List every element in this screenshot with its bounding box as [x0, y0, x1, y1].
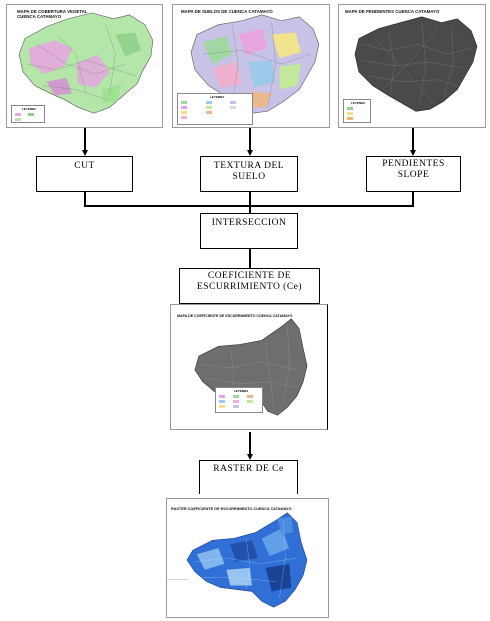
legend-swatch [347, 112, 353, 115]
vegetation-map-graphic [18, 12, 154, 114]
soil-legend-title: LEYENDA [210, 95, 225, 99]
slope-map-title: MAPA DE PENDIENTES CUENCA CATAMAYO [345, 9, 440, 14]
soil-map-graphic [190, 14, 320, 114]
legend-swatch [206, 106, 212, 109]
slopes-label: PENDIENTES [382, 159, 445, 169]
runoff-raster-map: RASTER COEFICIENTE DE ESCURRIMIENTO CUEN… [166, 498, 329, 618]
connector-cut-down [84, 192, 86, 206]
runoff-coefficient-label-2: ESCURRIMIENTO (Ce) [196, 282, 303, 292]
legend-swatch [233, 395, 239, 398]
intersection-box: INTERSECCION [200, 213, 298, 249]
vegetation-cover-map: MAPA DE COBERTURA VEGETAL CUENCA CATAMAY… [6, 4, 163, 128]
legend-swatch [15, 113, 21, 116]
arrow-shaft-texture [249, 128, 251, 152]
vegetation-legend: LEYENDA [11, 105, 45, 123]
raster-map-graphic [167, 512, 308, 608]
legend-swatch [15, 118, 21, 121]
runoff-map-title: MAPA DE COEFICIENTE DE ESCURRIMIENTO CUE… [177, 314, 293, 318]
legend-swatch [219, 395, 225, 398]
legend-swatch [233, 405, 239, 408]
legend-swatch [247, 400, 253, 403]
intersection-label: INTERSECCION [211, 218, 287, 228]
runoff-coefficient-map: MAPA DE COEFICIENTE DE ESCURRIMIENTO CUE… [170, 304, 328, 430]
slope-legend: LEYENDA [343, 99, 371, 123]
soil-map: MAPA DE SUELOS DE CUENCA CATAMAYO LEYEND… [172, 4, 330, 128]
connector-horizontal [84, 205, 414, 207]
slope-map-graphic [354, 16, 478, 112]
connector-slopes-down [412, 192, 414, 206]
legend-swatch [230, 106, 236, 109]
cut-label: CUT [74, 161, 95, 171]
connector-intersection-coef [249, 249, 251, 269]
vegetation-legend-title: LEYENDA [22, 107, 37, 111]
runoff-coefficient-box: COEFICIENTE DE ESCURRIMIENTO (Ce) [179, 268, 320, 304]
arrow-head-raster [246, 454, 253, 460]
vegetation-map-title: MAPA DE COBERTURA VEGETAL CUENCA CATAMAY… [17, 9, 88, 19]
legend-swatch [247, 395, 253, 398]
raster-label: RASTER DE Ce [213, 464, 284, 474]
soil-texture-label: TEXTURA DEL SUELO [213, 161, 285, 182]
legend-swatch [181, 111, 187, 114]
arrow-shaft-slopes [412, 128, 414, 152]
legend-swatch [347, 107, 353, 110]
legend-swatch [28, 113, 34, 116]
legend-swatch [181, 106, 187, 109]
cut-box: CUT [36, 156, 133, 192]
arrow-head-texture [246, 150, 253, 156]
raster-map-title: RASTER COEFICIENTE DE ESCURRIMIENTO CUEN… [171, 507, 292, 511]
arrow-head-cut [81, 150, 88, 156]
slope-label: SLOPE [397, 170, 430, 180]
slope-map: MAPA DE PENDIENTES CUENCA CATAMAYO LEYEN… [338, 4, 486, 128]
legend-swatch [230, 101, 236, 104]
legend-swatch [347, 117, 353, 120]
arrow-head-slopes [409, 150, 416, 156]
legend-swatch [181, 101, 187, 104]
connector-to-intersection [249, 206, 251, 214]
connector-texture-down [249, 192, 251, 206]
slopes-box: PENDIENTES SLOPE [366, 156, 461, 192]
legend-swatch [206, 111, 212, 114]
soil-map-title: MAPA DE SUELOS DE CUENCA CATAMAYO [181, 9, 273, 14]
legend-swatch [219, 405, 225, 408]
slope-legend-title: LEYENDA [351, 101, 366, 105]
legend-swatch [206, 101, 212, 104]
runoff-coefficient-label-1: COEFICIENTE DE [207, 271, 292, 281]
runoff-legend: LEYENDA [215, 387, 263, 413]
raster-box: RASTER DE Ce [199, 460, 298, 494]
arrow-shaft-raster [249, 432, 251, 456]
legend-swatch [181, 116, 187, 119]
runoff-legend-title: LEYENDA [234, 389, 249, 393]
legend-swatch [233, 400, 239, 403]
arrow-shaft-cut [84, 128, 86, 152]
soil-legend: LEYENDA [177, 93, 253, 125]
legend-swatch [219, 400, 225, 403]
soil-texture-box: TEXTURA DEL SUELO [200, 156, 298, 192]
